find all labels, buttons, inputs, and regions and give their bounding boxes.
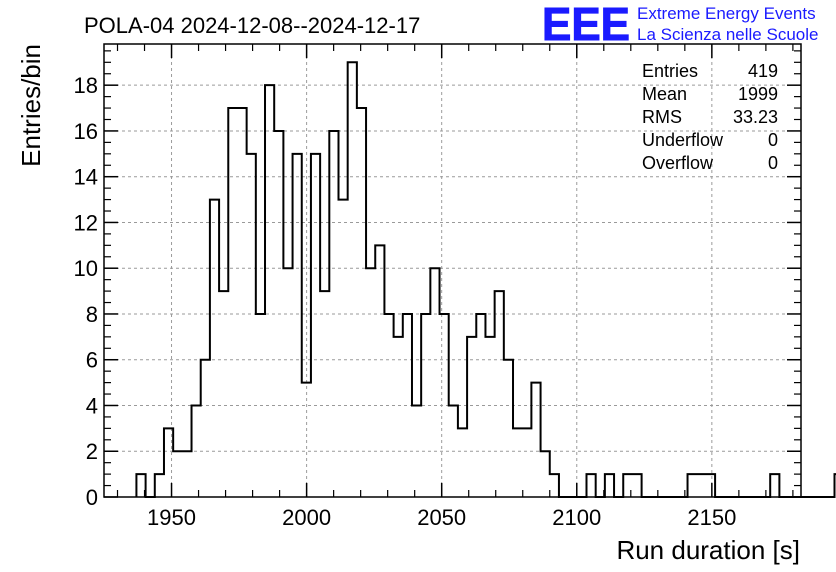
stats-label: Overflow bbox=[642, 153, 714, 173]
histogram-bin bbox=[256, 314, 265, 497]
x-tick-label: 2000 bbox=[282, 505, 331, 530]
y-tick-label: 16 bbox=[74, 119, 98, 144]
stats-value: 33.23 bbox=[733, 107, 778, 127]
chart-title: POLA-04 2024-12-08--2024-12-17 bbox=[84, 13, 420, 38]
eee-logo-line2: La Scienza nelle Scuole bbox=[637, 25, 818, 44]
y-tick-label: 6 bbox=[86, 348, 98, 373]
histogram-bin bbox=[430, 268, 439, 497]
histogram-bin bbox=[201, 360, 210, 497]
plot-frame bbox=[103, 43, 802, 498]
y-tick-label: 4 bbox=[86, 393, 98, 418]
x-tick-label: 2050 bbox=[417, 505, 466, 530]
stats-value: 0 bbox=[768, 153, 778, 173]
histogram-bin bbox=[531, 383, 540, 497]
x-tick-label: 2150 bbox=[687, 505, 736, 530]
histogram-bin bbox=[632, 474, 641, 497]
stats-label: Mean bbox=[642, 84, 687, 104]
histogram-bin bbox=[541, 451, 550, 497]
histogram-bin bbox=[274, 131, 283, 497]
y-tick-label: 18 bbox=[74, 73, 98, 98]
histogram-bin bbox=[265, 85, 274, 497]
histogram-bin bbox=[467, 337, 476, 497]
stats-value: 0 bbox=[768, 130, 778, 150]
x-axis-ticks: 1950 2000 2050 2100 2150 bbox=[116, 44, 794, 530]
histogram-bin bbox=[688, 474, 697, 497]
histogram-bin bbox=[522, 428, 531, 497]
histogram-bin bbox=[357, 108, 366, 497]
histogram-bin bbox=[247, 154, 256, 497]
histogram-bin bbox=[513, 428, 522, 497]
stats-box: Entries 419 Mean 1999 RMS 33.23 Underflow 0 Over… bbox=[642, 61, 778, 173]
histogram-bin bbox=[210, 200, 219, 497]
stats-value: 419 bbox=[748, 61, 778, 81]
histogram-bin bbox=[384, 314, 393, 497]
x-axis-title: Run duration [s] bbox=[616, 535, 800, 565]
eee-logo: EEE Extreme Energy Events La Scienza nel… bbox=[542, 0, 819, 51]
histogram-outline bbox=[135, 61, 836, 498]
histogram-bin bbox=[348, 62, 357, 497]
histogram-bin bbox=[586, 474, 595, 497]
histogram-bin bbox=[375, 245, 384, 497]
histogram-bin bbox=[173, 451, 182, 497]
histogram-bin bbox=[770, 474, 779, 497]
stats-label: Entries bbox=[642, 61, 698, 81]
histogram-bin bbox=[495, 291, 504, 497]
y-axis-title: Entries/bin bbox=[16, 44, 46, 167]
histogram-bin bbox=[421, 314, 430, 497]
histogram-bin bbox=[605, 474, 614, 497]
histogram-bin bbox=[320, 291, 329, 497]
histogram-bin bbox=[228, 108, 237, 497]
histogram-bin bbox=[329, 131, 338, 497]
eee-logo-line1: Extreme Energy Events bbox=[637, 4, 816, 23]
y-tick-label: 0 bbox=[86, 485, 98, 510]
histogram-bin bbox=[550, 474, 559, 497]
histogram-bin bbox=[706, 474, 715, 497]
histogram-bin bbox=[412, 405, 421, 497]
y-axis-ticks: 0 2 4 6 8 10 12 14 16 18 bbox=[74, 50, 801, 510]
y-tick-label: 10 bbox=[74, 256, 98, 281]
histogram-bin bbox=[403, 314, 412, 497]
stats-label: RMS bbox=[642, 107, 682, 127]
x-tick-label: 1950 bbox=[147, 505, 196, 530]
x-tick-label: 2100 bbox=[552, 505, 601, 530]
histogram-bin bbox=[476, 314, 485, 497]
histogram-bin bbox=[293, 154, 302, 497]
y-tick-label: 12 bbox=[74, 210, 98, 235]
histogram-bin bbox=[504, 360, 513, 497]
histogram-bin bbox=[237, 108, 246, 497]
histogram-bin bbox=[338, 200, 347, 497]
histogram-bin bbox=[449, 405, 458, 497]
histogram-bin bbox=[155, 474, 164, 497]
histogram-bin bbox=[283, 268, 292, 497]
eee-logo-mark: EEE bbox=[542, 0, 630, 50]
histogram-bin bbox=[458, 428, 467, 497]
histogram-bin bbox=[394, 337, 403, 497]
histogram-bin bbox=[366, 268, 375, 497]
histogram-bin bbox=[311, 154, 320, 497]
y-tick-label: 14 bbox=[74, 165, 98, 190]
y-tick-label: 8 bbox=[86, 302, 98, 327]
histogram-bin bbox=[485, 337, 494, 497]
histogram-bin bbox=[182, 451, 191, 497]
stats-label: Underflow bbox=[642, 130, 724, 150]
histogram-bin bbox=[192, 405, 201, 497]
y-tick-label: 2 bbox=[86, 439, 98, 464]
histogram-bin bbox=[302, 383, 311, 497]
histogram-bin bbox=[219, 291, 228, 497]
histogram-bin bbox=[697, 474, 706, 497]
stats-value: 1999 bbox=[738, 84, 778, 104]
histogram-bin bbox=[440, 314, 449, 497]
